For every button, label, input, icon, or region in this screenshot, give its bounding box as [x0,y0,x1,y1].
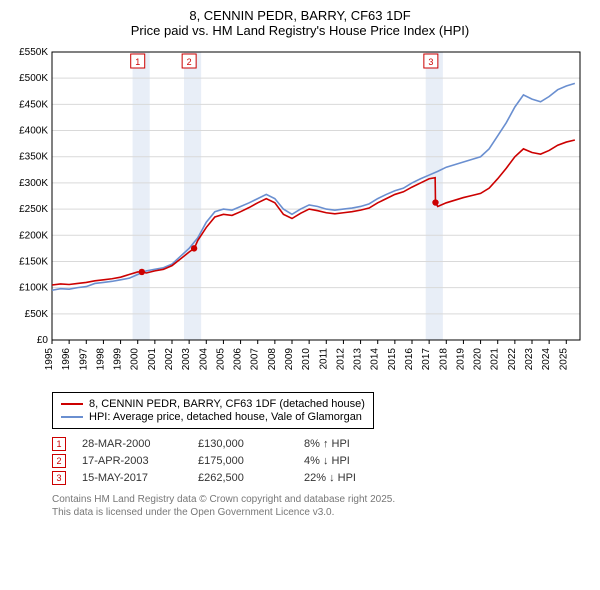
svg-text:2002: 2002 [164,348,175,371]
svg-text:1999: 1999 [113,348,124,371]
legend-item: HPI: Average price, detached house, Vale… [61,411,365,423]
event-price: £130,000 [198,438,288,450]
svg-text:3: 3 [428,57,433,67]
svg-text:£50K: £50K [25,309,49,320]
legend-item: 8, CENNIN PEDR, BARRY, CF63 1DF (detache… [61,398,365,410]
line-chart: £0 £50K £100K £150K £200K £250K £300K £350K £400… [12,44,588,384]
event-date: 15-MAY-2017 [82,472,182,484]
svg-text:2007: 2007 [250,348,261,371]
event-row: 3 15-MAY-2017 £262,500 22% ↓ HPI [52,471,588,485]
svg-text:£300K: £300K [19,178,48,189]
legend-swatch [61,416,83,418]
event-marker: 3 [52,471,66,485]
event-date: 28-MAR-2000 [82,438,182,450]
svg-text:2008: 2008 [267,348,278,371]
event-marker: 2 [52,454,66,468]
event-delta: 22% ↓ HPI [304,472,424,484]
event-price: £175,000 [198,455,288,467]
svg-text:£100K: £100K [19,283,48,294]
title-line-1: 8, CENNIN PEDR, BARRY, CF63 1DF [12,8,588,23]
attribution: Contains HM Land Registry data © Crown c… [52,493,588,519]
event-marker: 1 [52,437,66,451]
svg-text:2010: 2010 [301,348,312,371]
svg-text:£250K: £250K [19,204,48,215]
svg-text:2014: 2014 [370,348,381,371]
chart-container: 8, CENNIN PEDR, BARRY, CF63 1DF Price pa… [0,0,600,527]
event-delta: 4% ↓ HPI [304,455,424,467]
svg-text:2019: 2019 [455,348,466,371]
svg-text:£350K: £350K [19,152,48,163]
legend: 8, CENNIN PEDR, BARRY, CF63 1DF (detache… [52,392,374,429]
event-row: 1 28-MAR-2000 £130,000 8% ↑ HPI [52,437,588,451]
svg-text:£550K: £550K [19,47,48,58]
svg-text:2001: 2001 [147,348,158,371]
svg-text:2022: 2022 [507,348,518,371]
svg-text:2000: 2000 [130,348,141,371]
event-row: 2 17-APR-2003 £175,000 4% ↓ HPI [52,454,588,468]
event-delta: 8% ↑ HPI [304,438,424,450]
svg-text:1997: 1997 [78,348,89,371]
svg-text:2017: 2017 [421,348,432,371]
svg-text:£450K: £450K [19,99,48,110]
event-date: 17-APR-2003 [82,455,182,467]
svg-text:£500K: £500K [19,73,48,84]
title-block: 8, CENNIN PEDR, BARRY, CF63 1DF Price pa… [12,8,588,38]
svg-text:1998: 1998 [95,348,106,371]
legend-label: 8, CENNIN PEDR, BARRY, CF63 1DF (detache… [89,398,365,410]
svg-text:1996: 1996 [61,348,72,371]
svg-text:2013: 2013 [353,348,364,371]
svg-text:2006: 2006 [233,348,244,371]
svg-text:2016: 2016 [404,348,415,371]
svg-text:2012: 2012 [335,348,346,371]
svg-text:2009: 2009 [284,348,295,371]
svg-text:2003: 2003 [181,348,192,371]
svg-text:2025: 2025 [558,348,569,371]
events-table: 1 28-MAR-2000 £130,000 8% ↑ HPI 2 17-APR-2003… [52,437,588,485]
svg-text:2023: 2023 [524,348,535,371]
chart-svg: £0 £50K £100K £150K £200K £250K £300K £350K £400… [12,44,588,384]
svg-text:2020: 2020 [473,348,484,371]
event-price: £262,500 [198,472,288,484]
svg-text:2021: 2021 [490,348,501,371]
legend-label: HPI: Average price, detached house, Vale… [89,411,362,423]
svg-text:2011: 2011 [318,348,329,370]
svg-text:£0: £0 [37,335,49,346]
title-line-2: Price paid vs. HM Land Registry's House … [12,23,588,38]
svg-text:2024: 2024 [541,348,552,371]
svg-text:2005: 2005 [215,348,226,371]
svg-text:£200K: £200K [19,230,48,241]
svg-text:1995: 1995 [44,348,55,371]
svg-text:£150K: £150K [19,256,48,267]
svg-text:2018: 2018 [438,348,449,371]
svg-text:£400K: £400K [19,126,48,137]
attribution-line-2: This data is licensed under the Open Gov… [52,506,588,519]
svg-text:1: 1 [135,57,140,67]
legend-swatch [61,403,83,405]
svg-text:2: 2 [187,57,192,67]
svg-text:2004: 2004 [198,348,209,371]
attribution-line-1: Contains HM Land Registry data © Crown c… [52,493,588,506]
svg-text:2015: 2015 [387,348,398,371]
